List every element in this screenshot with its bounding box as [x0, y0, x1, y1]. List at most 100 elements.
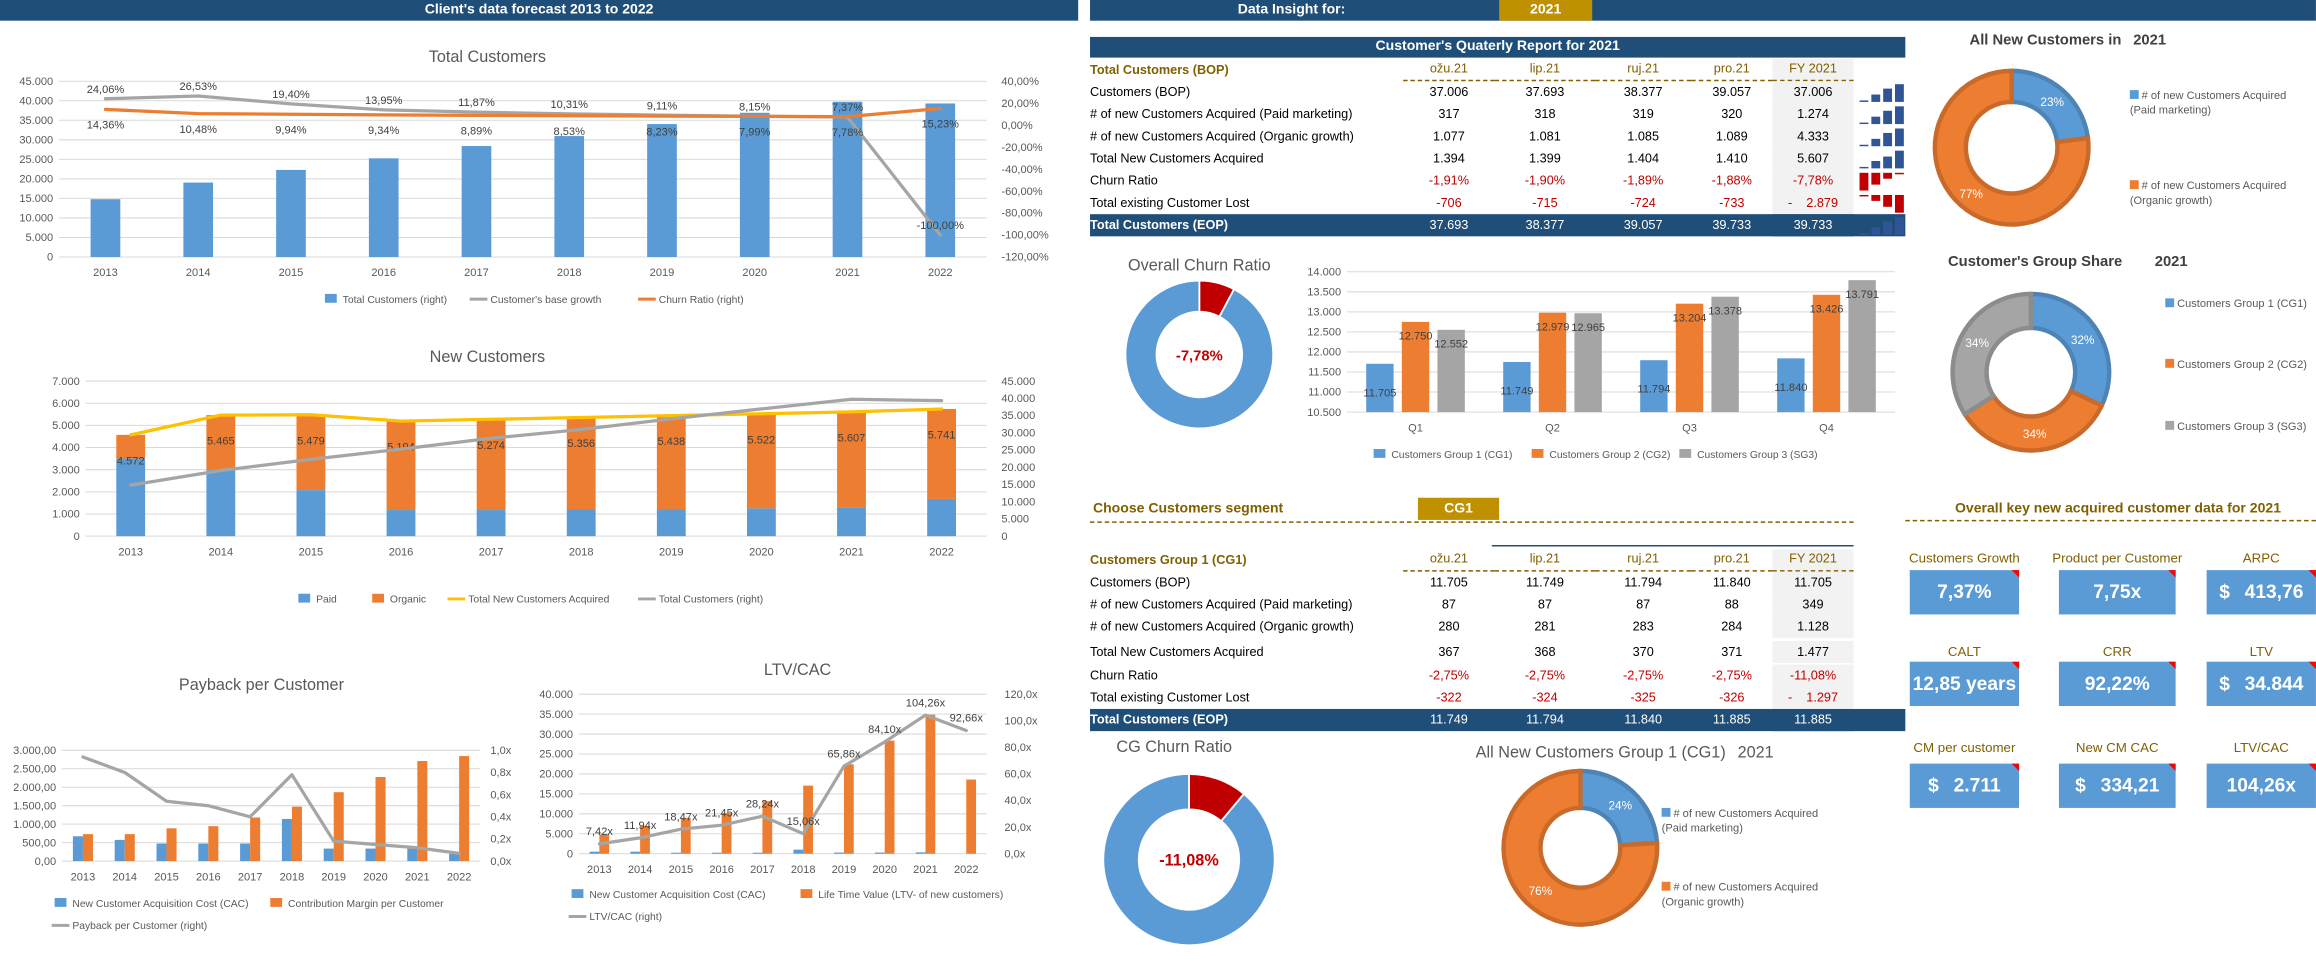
legend-swatch: [2129, 90, 2139, 99]
x-axis-tick-label: 2016: [371, 267, 396, 279]
sparkline-bar: [1859, 99, 1869, 102]
donut-title: CG Churn Ratio: [997, 739, 1351, 757]
kpi-tile[interactable]: $334,21: [2058, 763, 2176, 808]
stacked-bar-organic: [296, 414, 326, 491]
legend-item: # of new Customers Acquired (Organic gro…: [2129, 179, 2292, 209]
cell-value: 39.733: [1772, 214, 1854, 237]
bar-life-time-value-ltv-of-new-customers-: [721, 813, 732, 854]
kpi-tile[interactable]: $2.711: [1909, 763, 2020, 808]
y2-axis-tick-label: 40.000: [1001, 393, 1035, 405]
bar-customers-group-3-sg3-: [1437, 329, 1465, 413]
bar-customers-group-1-cg1-: [1366, 363, 1394, 413]
legend-label: Organic: [390, 595, 426, 606]
comment-indicator-icon: [2168, 763, 2176, 771]
stacked-bar-paid: [746, 508, 776, 537]
cell-value: -1,89%: [1623, 172, 1664, 188]
legend-swatch: [2165, 298, 2175, 308]
stacked-bar-paid: [116, 458, 146, 537]
sparkline-bar: [1883, 172, 1893, 179]
kpi-tile[interactable]: 7,75x: [2058, 570, 2176, 615]
currency-symbol: $: [1928, 773, 1939, 797]
line-data-label: 5.522: [748, 434, 776, 446]
sparkline-bar: [1871, 94, 1881, 102]
sparkline-bar: [1871, 138, 1881, 146]
line-data-label: 10,48%: [179, 124, 217, 136]
cell-value: 1.089: [1715, 128, 1748, 144]
line-series-payback-per-customer-right-: [81, 755, 461, 855]
x-axis-tick-label: 2015: [279, 267, 304, 279]
donut-slice: [1124, 279, 1275, 430]
row-label: # of new Customers Acquired (Organic gro…: [1090, 128, 1354, 144]
bar-new-customer-acquisition-cost-cac-: [323, 848, 334, 862]
stacked-bar-paid: [837, 507, 866, 537]
kpi-tile[interactable]: $413,76: [2206, 570, 2316, 615]
cell-value: 38.377: [1525, 217, 1565, 232]
x-axis-tick-label: 2019: [659, 546, 684, 558]
donut-title: Customer's Group Share 2021: [1891, 254, 2245, 270]
x-axis-tick-label: 2022: [929, 546, 954, 558]
bar-customers-group-3-sg3-: [1711, 296, 1739, 413]
bar-new-customer-acquisition-cost-cac-: [240, 843, 251, 862]
kpi-tile[interactable]: 104,26x: [2206, 763, 2316, 808]
bar-data-label: 12.965: [1571, 322, 1605, 334]
row-label: Total New Customers Acquired: [1090, 643, 1264, 659]
kpi-label: New CM CAC: [2075, 739, 2159, 755]
line-data-label: 15,06x: [787, 816, 821, 828]
y2-axis-tick-label: 120,0x: [1004, 689, 1038, 701]
year-selector[interactable]: 2021: [1499, 0, 1593, 21]
comment-indicator-icon: [2168, 661, 2176, 670]
kpi-tile[interactable]: $34.844: [2206, 661, 2316, 707]
cell-value: 11.794: [1624, 574, 1663, 590]
x-axis-tick-label: 2016: [709, 864, 734, 876]
table-row: Customers (BOP) 37.006 37.693 38.377 39.057 3…: [1090, 81, 1906, 104]
sparkline-bar: [1883, 156, 1893, 168]
section-label: Customers Group 1 (CG1): [1090, 552, 1247, 568]
segment-selector[interactable]: CG1: [1417, 497, 1500, 520]
bar-customers-group-2-cg2-: [1538, 312, 1567, 413]
bar-customers-group-2-cg2-: [1675, 303, 1704, 413]
y-axis-tick-label: 25.000: [539, 749, 573, 761]
legend-label: Customers Group 1 (CG1): [2177, 296, 2308, 311]
legend-label: Contribution Margin per Customer: [288, 899, 444, 910]
bar-new-customer-acquisition-cost-cac-: [589, 851, 600, 854]
sparkline-bar: [1859, 232, 1869, 235]
sparkline: [1854, 83, 1906, 102]
comment-indicator-icon: [2308, 763, 2316, 771]
comment-indicator-icon: [2308, 570, 2316, 578]
x-axis-tick-label: 2021: [835, 267, 860, 279]
stacked-bar-organic: [116, 434, 146, 459]
bar-total-customers-right-: [739, 112, 770, 257]
legend-label: # of new Customers Acquired (Paid market…: [1661, 806, 1819, 835]
line-series-churn-ratio-right-: [103, 106, 942, 119]
legend-swatch: [54, 898, 67, 907]
sparkline-bar: [1894, 194, 1904, 212]
stacked-bar-paid: [927, 498, 957, 537]
line-data-label: 19,40%: [272, 89, 310, 101]
comment-indicator-icon: [2011, 661, 2020, 670]
x-axis-tick-label: 2014: [208, 546, 233, 558]
y-axis-tick-label: 7.000: [52, 376, 80, 388]
legend-swatch: [324, 293, 337, 303]
cell-value: - 2.879: [1772, 192, 1854, 215]
kpi-label: CRR: [2102, 643, 2132, 659]
cell-value: 37.006: [1429, 84, 1469, 99]
y2-axis-tick-label: 80,0x: [1004, 742, 1032, 754]
kpi-tile[interactable]: 7,37%: [1909, 570, 2020, 615]
cell-value: 88: [1724, 596, 1739, 612]
cell-value: -733: [1719, 194, 1745, 210]
line-data-label: -100,00%: [917, 220, 965, 232]
stacked-bar-paid: [476, 510, 506, 537]
x-axis-tick-label: 2017: [750, 864, 775, 876]
bar-new-customer-acquisition-cost-cac-: [449, 853, 460, 862]
table-row: # of new Customers Acquired (Paid market…: [1090, 593, 1905, 616]
y-axis-tick-label: 13.500: [1307, 287, 1341, 299]
bar-data-label: 11.794: [1637, 384, 1670, 396]
kpi-tile[interactable]: 12,85 years: [1909, 661, 2020, 707]
slice-label: 24%: [1609, 799, 1633, 813]
kpi-label: CALT: [1947, 643, 1981, 659]
cell-value: 11.885: [1712, 711, 1751, 727]
y-axis-tick-label: 11.000: [1308, 387, 1341, 399]
slice-label: 77%: [1959, 187, 1983, 201]
kpi-tile[interactable]: 92,22%: [2058, 661, 2176, 707]
